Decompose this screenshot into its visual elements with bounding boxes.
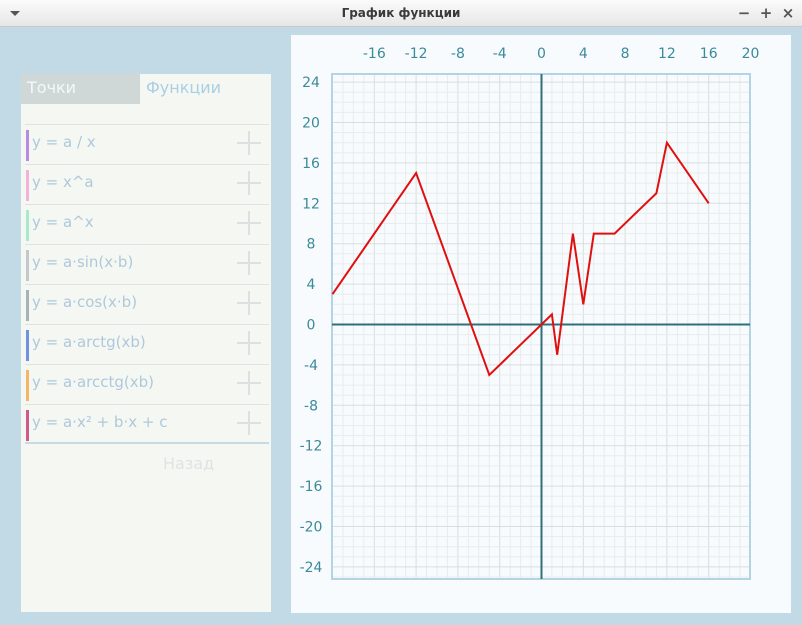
add-icon[interactable] xyxy=(235,209,263,237)
x-tick-label: 16 xyxy=(700,46,718,62)
add-icon[interactable] xyxy=(235,329,263,357)
function-item-quadratic[interactable]: y = a·x² + b·x + c xyxy=(25,404,269,442)
function-color-marker xyxy=(26,290,29,321)
x-tick-label: -16 xyxy=(363,46,386,62)
back-button[interactable]: Назад xyxy=(163,454,215,473)
add-icon[interactable] xyxy=(235,289,263,317)
add-icon[interactable] xyxy=(235,409,263,437)
chart-panel: -16 -12 -8 -4 0 4 8 12 16 20 24 20 16 12 8 4 0 -4 -8 -12 -16… xyxy=(291,35,791,613)
function-label: y = a·sin(x·b) xyxy=(32,253,134,271)
x-tick-label: -4 xyxy=(493,46,507,62)
add-icon[interactable] xyxy=(235,169,263,197)
tab-bar: Точки Функции xyxy=(21,74,271,104)
function-item-exponential[interactable]: y = a^x xyxy=(25,204,269,242)
x-tick-label: 20 xyxy=(742,46,760,62)
tab-functions[interactable]: Функции xyxy=(140,74,271,104)
function-label: y = a·arctg(xb) xyxy=(32,333,146,351)
y-tick-label: 8 xyxy=(307,237,316,253)
function-item-cosine[interactable]: y = a·cos(x·b) xyxy=(25,284,269,322)
function-label: y = a / x xyxy=(32,133,96,151)
y-tick-label: -24 xyxy=(300,560,323,576)
function-label: y = x^a xyxy=(32,173,94,191)
y-tick-label: 24 xyxy=(302,75,320,91)
window-title: График функции xyxy=(341,6,461,20)
function-item-reciprocal[interactable]: y = a / x xyxy=(25,124,269,162)
function-color-marker xyxy=(26,130,29,161)
close-button[interactable]: × xyxy=(781,4,795,22)
function-label: y = a·arcctg(xb) xyxy=(32,373,154,391)
y-tick-label: 20 xyxy=(302,116,320,132)
x-tick-label: 4 xyxy=(579,46,588,62)
window-menu-icon[interactable] xyxy=(8,6,22,20)
function-color-marker xyxy=(26,210,29,241)
function-item-power[interactable]: y = x^a xyxy=(25,164,269,202)
function-label: y = a·x² + b·x + c xyxy=(32,413,168,431)
function-color-marker xyxy=(26,170,29,201)
function-chart[interactable]: -16 -12 -8 -4 0 4 8 12 16 20 24 20 16 12 8 4 0 -4 -8 -12 -16… xyxy=(291,35,791,613)
series-line xyxy=(331,140,710,377)
x-tick-label: -8 xyxy=(451,46,465,62)
y-tick-label: -8 xyxy=(304,398,318,414)
y-tick-label: 16 xyxy=(302,156,320,172)
x-tick-label: -12 xyxy=(405,46,428,62)
function-color-marker xyxy=(26,370,29,401)
function-label: y = a·cos(x·b) xyxy=(32,293,138,311)
x-tick-label: 0 xyxy=(537,46,546,62)
y-tick-label: 4 xyxy=(307,277,316,293)
function-label: y = a^x xyxy=(32,213,94,231)
tab-points[interactable]: Точки xyxy=(21,74,140,104)
add-icon[interactable] xyxy=(235,249,263,277)
y-tick-label: 0 xyxy=(307,318,316,334)
function-color-marker xyxy=(26,250,29,281)
divider xyxy=(25,442,269,444)
minimize-button[interactable]: − xyxy=(737,4,751,22)
function-item-arctangent[interactable]: y = a·arctg(xb) xyxy=(25,324,269,362)
y-tick-label: -4 xyxy=(304,358,318,374)
function-color-marker xyxy=(26,330,29,361)
add-icon[interactable] xyxy=(235,129,263,157)
function-color-marker xyxy=(26,410,29,441)
x-tick-label: 8 xyxy=(621,46,630,62)
y-tick-label: -20 xyxy=(300,520,323,536)
function-item-arccotangent[interactable]: y = a·arcctg(xb) xyxy=(25,364,269,402)
add-icon[interactable] xyxy=(235,369,263,397)
y-tick-label: -16 xyxy=(300,479,323,495)
y-tick-label: 12 xyxy=(302,196,320,212)
y-tick-label: -12 xyxy=(300,439,323,455)
left-panel: Точки Функции y = a / x y = x^a y = a^x … xyxy=(21,74,271,612)
function-item-sine[interactable]: y = a·sin(x·b) xyxy=(25,244,269,282)
function-list: y = a / x y = x^a y = a^x y = a·sin(x·b)… xyxy=(25,124,269,444)
title-bar: График функции − + × xyxy=(0,0,802,27)
maximize-button[interactable]: + xyxy=(759,4,773,22)
x-tick-label: 12 xyxy=(658,46,676,62)
